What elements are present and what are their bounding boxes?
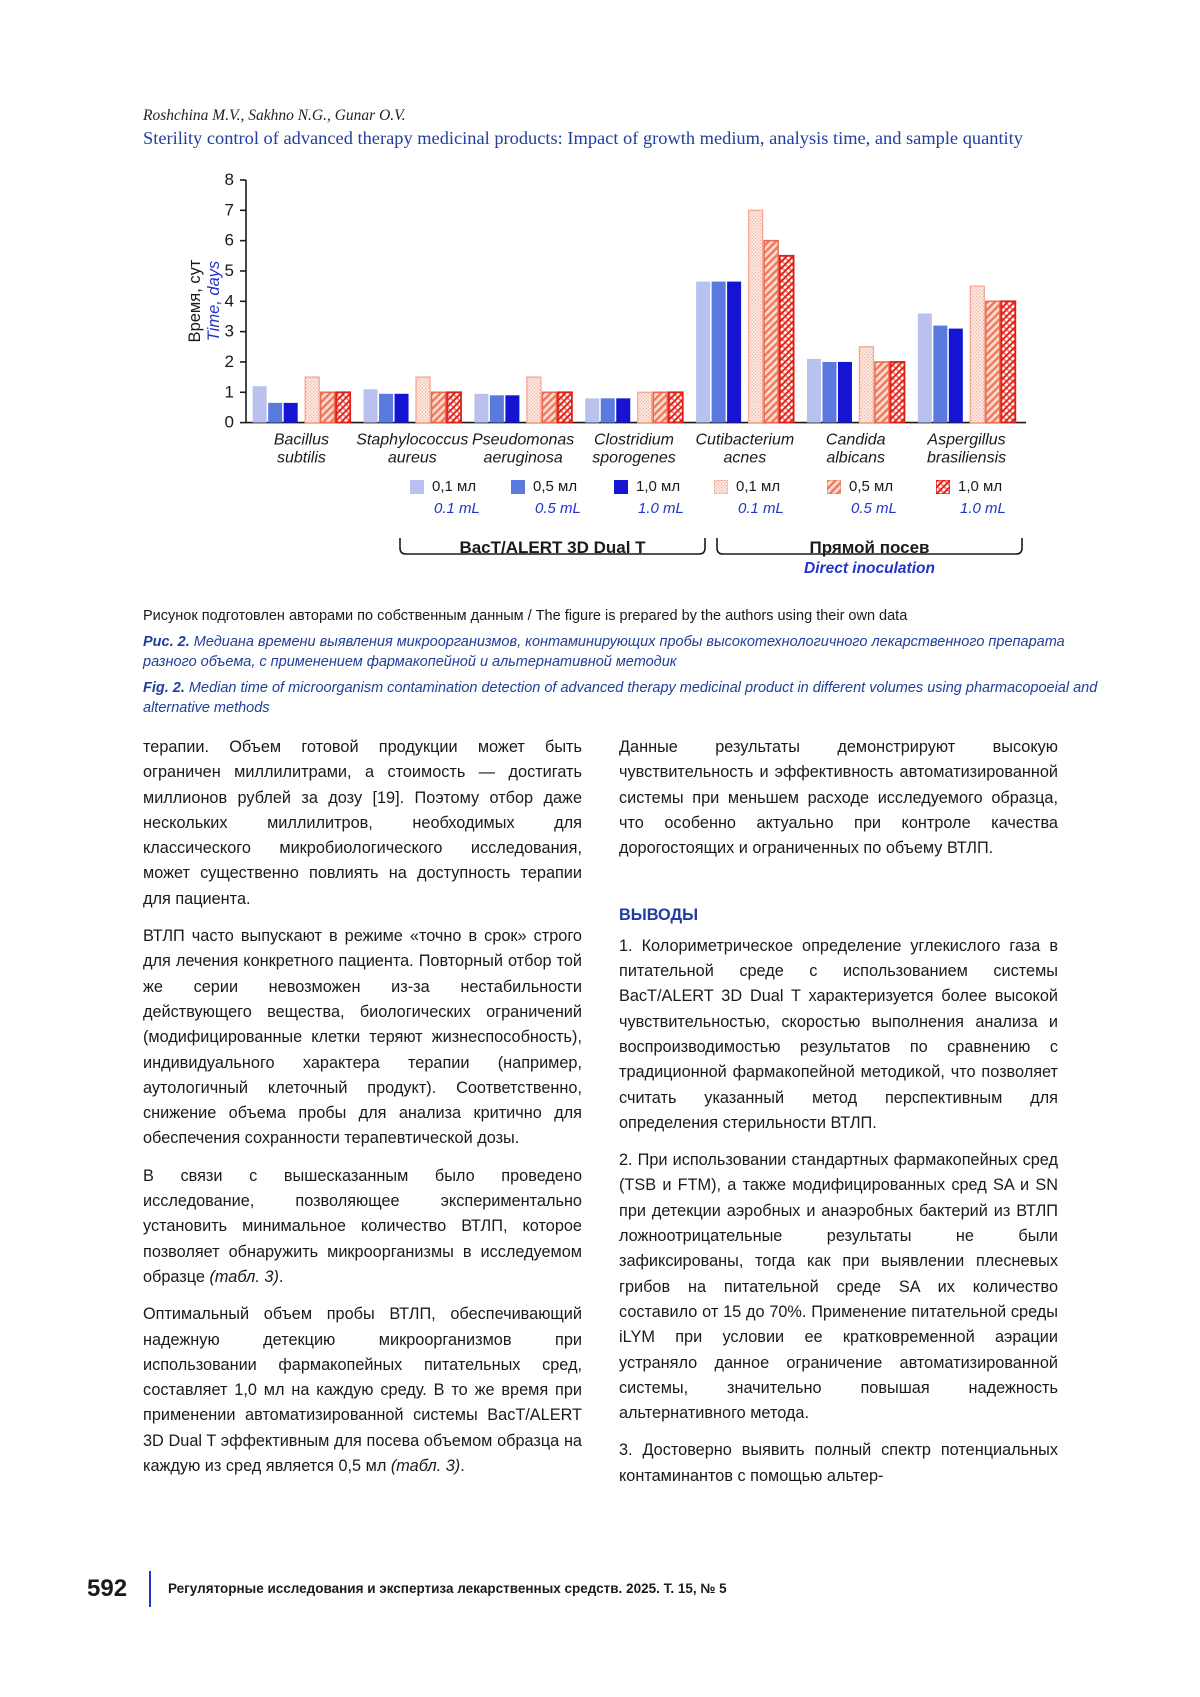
svg-text:Bacillus: Bacillus <box>274 432 329 449</box>
svg-text:4: 4 <box>225 291 234 310</box>
svg-text:acnes: acnes <box>724 450 767 467</box>
svg-text:2: 2 <box>225 352 234 371</box>
svg-text:Pseudomonas: Pseudomonas <box>472 432 574 449</box>
svg-text:1: 1 <box>225 382 234 401</box>
svg-text:subtilis: subtilis <box>277 450 326 467</box>
svg-text:albicans: albicans <box>826 450 885 467</box>
svg-text:sporogenes: sporogenes <box>592 450 676 467</box>
svg-text:0: 0 <box>225 413 234 432</box>
svg-text:aeruginosa: aeruginosa <box>484 450 563 467</box>
svg-text:brasiliensis: brasiliensis <box>927 450 1006 467</box>
svg-text:8: 8 <box>225 170 234 189</box>
svg-text:7: 7 <box>225 200 234 219</box>
svg-text:Clostridium: Clostridium <box>594 432 674 449</box>
svg-text:aureus: aureus <box>388 450 437 467</box>
svg-text:Time, days: Time, days <box>205 261 223 342</box>
svg-text:Staphylococcus: Staphylococcus <box>356 432 468 449</box>
svg-text:Aspergillus: Aspergillus <box>926 432 1005 449</box>
svg-text:Время, сут: Время, сут <box>186 259 204 342</box>
svg-text:Candida: Candida <box>826 432 886 449</box>
svg-text:3: 3 <box>225 322 234 341</box>
svg-text:5: 5 <box>225 261 234 280</box>
svg-text:Cutibacterium: Cutibacterium <box>696 432 795 449</box>
svg-text:6: 6 <box>225 231 234 250</box>
